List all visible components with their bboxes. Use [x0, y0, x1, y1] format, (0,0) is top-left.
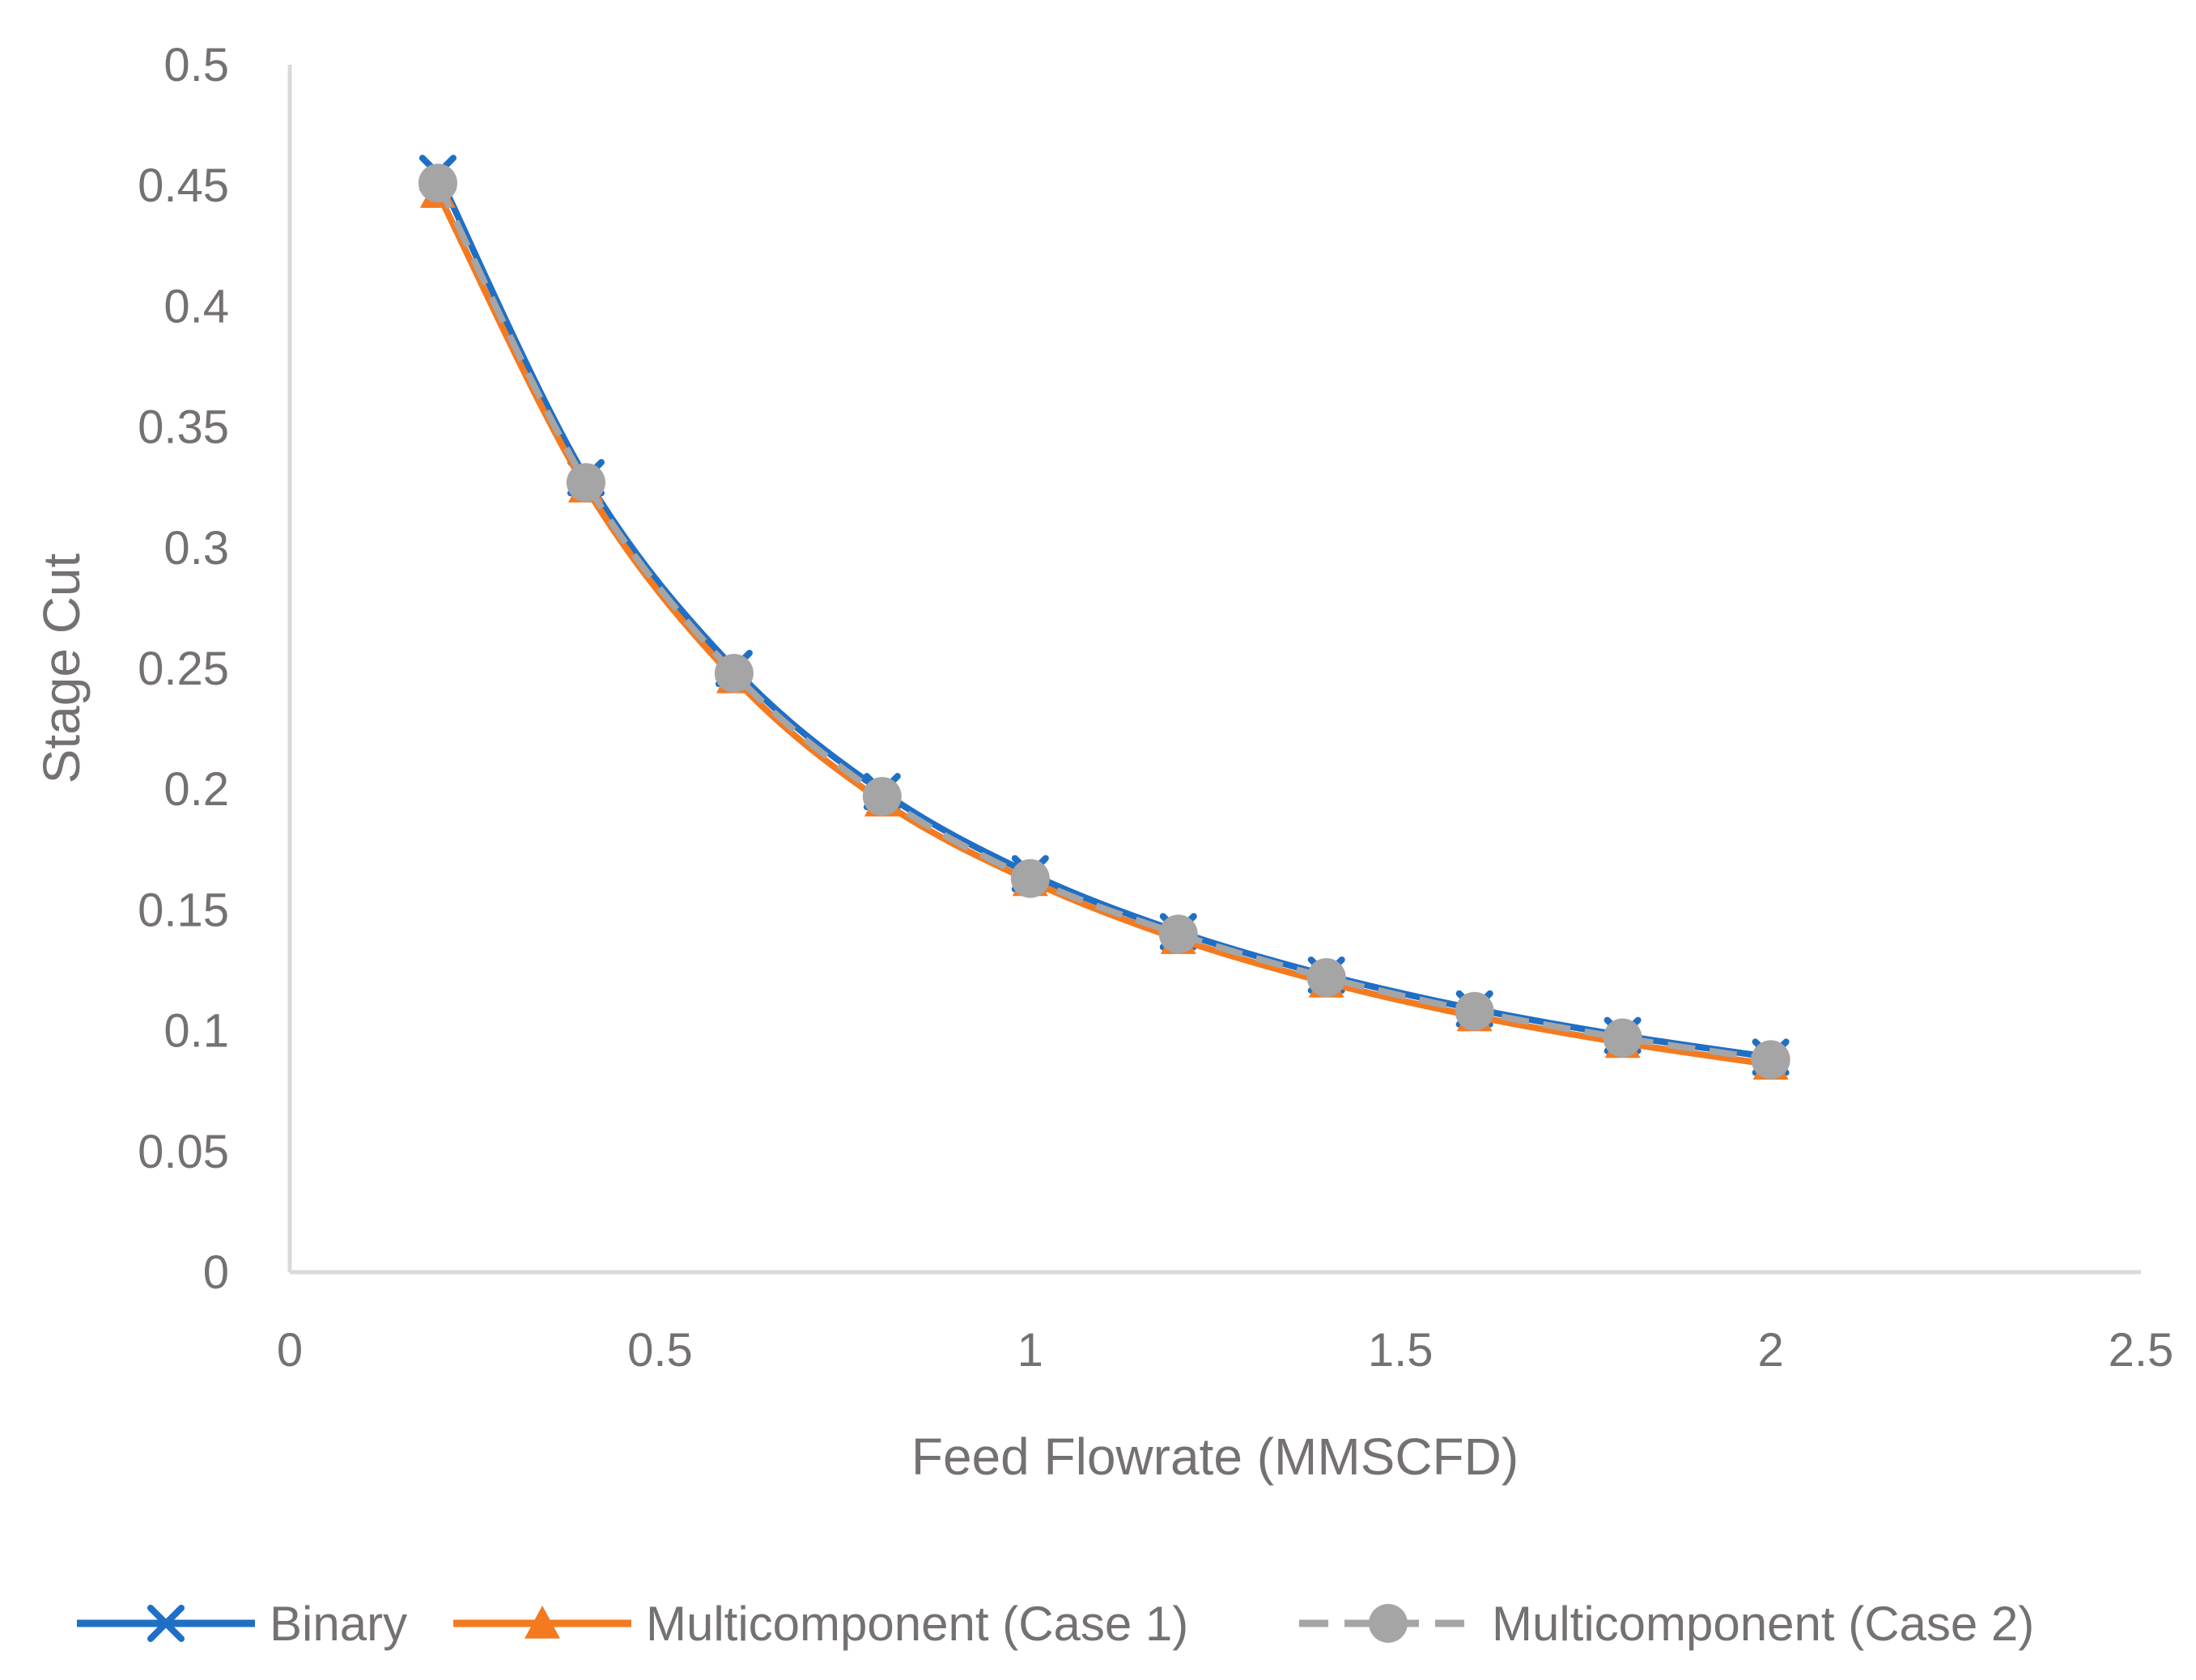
- x-tick-label: 2: [1757, 1324, 1783, 1377]
- y-tick-label: 0.15: [138, 884, 229, 936]
- y-tick-label: 0.45: [138, 159, 229, 212]
- x-tick-label: 0.5: [627, 1324, 693, 1377]
- series-2: [419, 175, 1789, 1080]
- y-tick-label: 0.05: [138, 1126, 229, 1178]
- data-point-marker: [418, 163, 457, 203]
- data-point-marker: [862, 777, 902, 817]
- y-tick-label: 0.2: [164, 763, 229, 816]
- legend-swatch-marker: [147, 1605, 185, 1642]
- legend-label: Binary: [270, 1597, 407, 1651]
- data-point-marker: [1158, 914, 1198, 954]
- series-line: [435, 181, 1772, 1063]
- data-point-marker: [566, 463, 605, 503]
- legend-item: Binary: [77, 1597, 407, 1651]
- legend: Binary Multicomponent (Case 1) Multicompon…: [77, 1597, 2034, 1651]
- axes: [287, 65, 2141, 1275]
- data-point-marker: [1455, 991, 1494, 1031]
- series-1: [418, 155, 1790, 1076]
- data-point-marker: [1306, 957, 1346, 997]
- y-tick-label: 0.25: [138, 643, 229, 695]
- y-tick-labels: 0 0.05 0.1 0.15 0.2 0.25 0.3 0.35 0.4 0.45 0.5: [138, 39, 229, 1299]
- y-axis-title: Stage Cut: [32, 553, 91, 783]
- x-tick-label: 2.5: [2109, 1324, 2174, 1377]
- y-tick-label: 0.35: [138, 401, 229, 454]
- y-tick-label: 0: [203, 1246, 229, 1299]
- legend-item: Multicomponent (Case 2): [1299, 1597, 2034, 1651]
- data-point-marker: [1010, 859, 1050, 898]
- legend-label: Multicomponent (Case 2): [1492, 1597, 2034, 1651]
- y-tick-label: 0.1: [164, 1005, 229, 1058]
- data-point-marker: [714, 653, 754, 693]
- y-tick-label: 0.4: [164, 280, 229, 333]
- x-tick-labels: 0 0.5 1 1.5 2 2.5: [277, 1324, 2173, 1377]
- y-tick-label: 0.5: [164, 39, 229, 91]
- x-axis-title: Feed Flowrate (MMSCFD): [911, 1428, 1519, 1486]
- plot-area: [418, 155, 1790, 1080]
- data-point-marker: [1751, 1040, 1790, 1080]
- legend-swatch-marker: [525, 1606, 560, 1639]
- x-tick-label: 1.5: [1368, 1324, 1434, 1377]
- data-point-marker: [1603, 1018, 1642, 1058]
- legend-label: Multicomponent (Case 1): [646, 1597, 1188, 1651]
- series-line: [435, 172, 1772, 1061]
- x-tick-label: 1: [1017, 1324, 1043, 1377]
- legend-item: Multicomponent (Case 1): [453, 1597, 1188, 1651]
- y-tick-label: 0.3: [164, 522, 229, 575]
- legend-swatch-marker: [1369, 1604, 1408, 1643]
- series-line: [435, 191, 1772, 1068]
- series-3: [418, 163, 1790, 1080]
- x-tick-label: 0: [277, 1324, 303, 1377]
